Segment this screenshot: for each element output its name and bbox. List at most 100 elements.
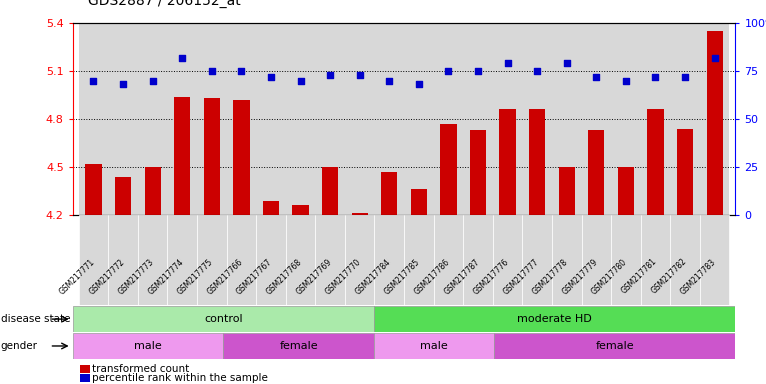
Bar	[197, 23, 227, 215]
Text: female: female	[596, 341, 634, 351]
Text: GSM217775: GSM217775	[176, 257, 215, 296]
Bar	[286, 215, 316, 305]
Bar	[227, 23, 256, 215]
Bar	[588, 130, 604, 215]
Bar	[522, 215, 552, 305]
Bar	[670, 215, 700, 305]
Bar	[463, 215, 493, 305]
Bar	[85, 164, 102, 215]
Bar	[618, 167, 634, 215]
Bar	[73, 306, 374, 332]
Point	[324, 72, 336, 78]
Bar	[286, 23, 316, 215]
Bar	[352, 214, 368, 215]
Bar	[440, 124, 457, 215]
Text: GSM217787: GSM217787	[442, 257, 481, 296]
Text: male: male	[421, 341, 448, 351]
Text: GSM217784: GSM217784	[353, 257, 392, 296]
Bar	[316, 215, 345, 305]
Bar	[434, 23, 463, 215]
Bar	[493, 23, 522, 215]
Bar	[552, 23, 581, 215]
Point	[235, 68, 247, 74]
Bar	[316, 23, 345, 215]
Bar	[233, 100, 250, 215]
Bar	[263, 200, 279, 215]
Bar	[493, 23, 522, 215]
Bar	[558, 167, 575, 215]
Text: GSM217781: GSM217781	[620, 257, 659, 296]
Bar	[700, 23, 729, 215]
Bar	[670, 23, 700, 215]
Point	[176, 55, 188, 61]
Bar	[138, 23, 168, 215]
Bar	[316, 23, 345, 215]
Point	[620, 78, 632, 84]
Point	[679, 74, 691, 80]
Text: GSM217771: GSM217771	[57, 257, 97, 296]
Bar	[286, 23, 316, 215]
Bar	[670, 23, 700, 215]
Bar	[375, 23, 404, 215]
Bar	[115, 177, 131, 215]
Bar	[375, 23, 404, 215]
Bar	[581, 23, 611, 215]
Text: GSM217782: GSM217782	[650, 257, 689, 296]
Bar	[79, 215, 108, 305]
Bar	[404, 23, 434, 215]
Bar	[640, 23, 670, 215]
Bar	[174, 97, 190, 215]
Point	[502, 60, 514, 66]
Bar	[493, 215, 522, 305]
Point	[709, 55, 721, 61]
Bar	[168, 23, 197, 215]
Text: GSM217780: GSM217780	[590, 257, 629, 296]
Bar	[581, 23, 611, 215]
Point	[354, 72, 366, 78]
Text: control: control	[204, 314, 243, 324]
Bar	[463, 23, 493, 215]
Bar	[138, 23, 168, 215]
Bar	[706, 31, 723, 215]
Bar	[404, 215, 434, 305]
Bar	[108, 23, 138, 215]
Text: GSM217767: GSM217767	[235, 257, 274, 296]
Bar	[404, 23, 434, 215]
Bar	[256, 23, 286, 215]
Bar	[640, 23, 670, 215]
Point	[383, 78, 395, 84]
Bar	[522, 23, 552, 215]
Bar	[552, 23, 581, 215]
Bar	[700, 23, 729, 215]
Text: GSM217778: GSM217778	[531, 257, 570, 296]
Bar	[224, 333, 374, 359]
Bar	[381, 172, 398, 215]
Point	[472, 68, 484, 74]
Text: GSM217769: GSM217769	[294, 257, 333, 296]
Bar	[227, 23, 256, 215]
Point	[205, 68, 218, 74]
Bar	[529, 109, 545, 215]
Text: GDS2887 / 206152_at: GDS2887 / 206152_at	[88, 0, 241, 8]
Text: transformed count: transformed count	[92, 364, 189, 374]
Text: GSM217786: GSM217786	[413, 257, 452, 296]
Text: GSM217783: GSM217783	[679, 257, 718, 296]
Bar	[677, 129, 693, 215]
Bar	[374, 333, 494, 359]
Point	[442, 68, 454, 74]
Bar	[227, 215, 256, 305]
Bar	[168, 23, 197, 215]
Point	[591, 74, 603, 80]
Text: GSM217777: GSM217777	[501, 257, 540, 296]
Bar	[73, 333, 224, 359]
Text: GSM217768: GSM217768	[265, 257, 303, 296]
Bar	[522, 23, 552, 215]
Bar	[108, 23, 138, 215]
Text: percentile rank within the sample: percentile rank within the sample	[92, 373, 268, 383]
Bar	[138, 215, 168, 305]
Bar	[168, 215, 197, 305]
Point	[87, 78, 100, 84]
Text: disease state: disease state	[1, 314, 70, 324]
Point	[146, 78, 159, 84]
Bar	[463, 23, 493, 215]
